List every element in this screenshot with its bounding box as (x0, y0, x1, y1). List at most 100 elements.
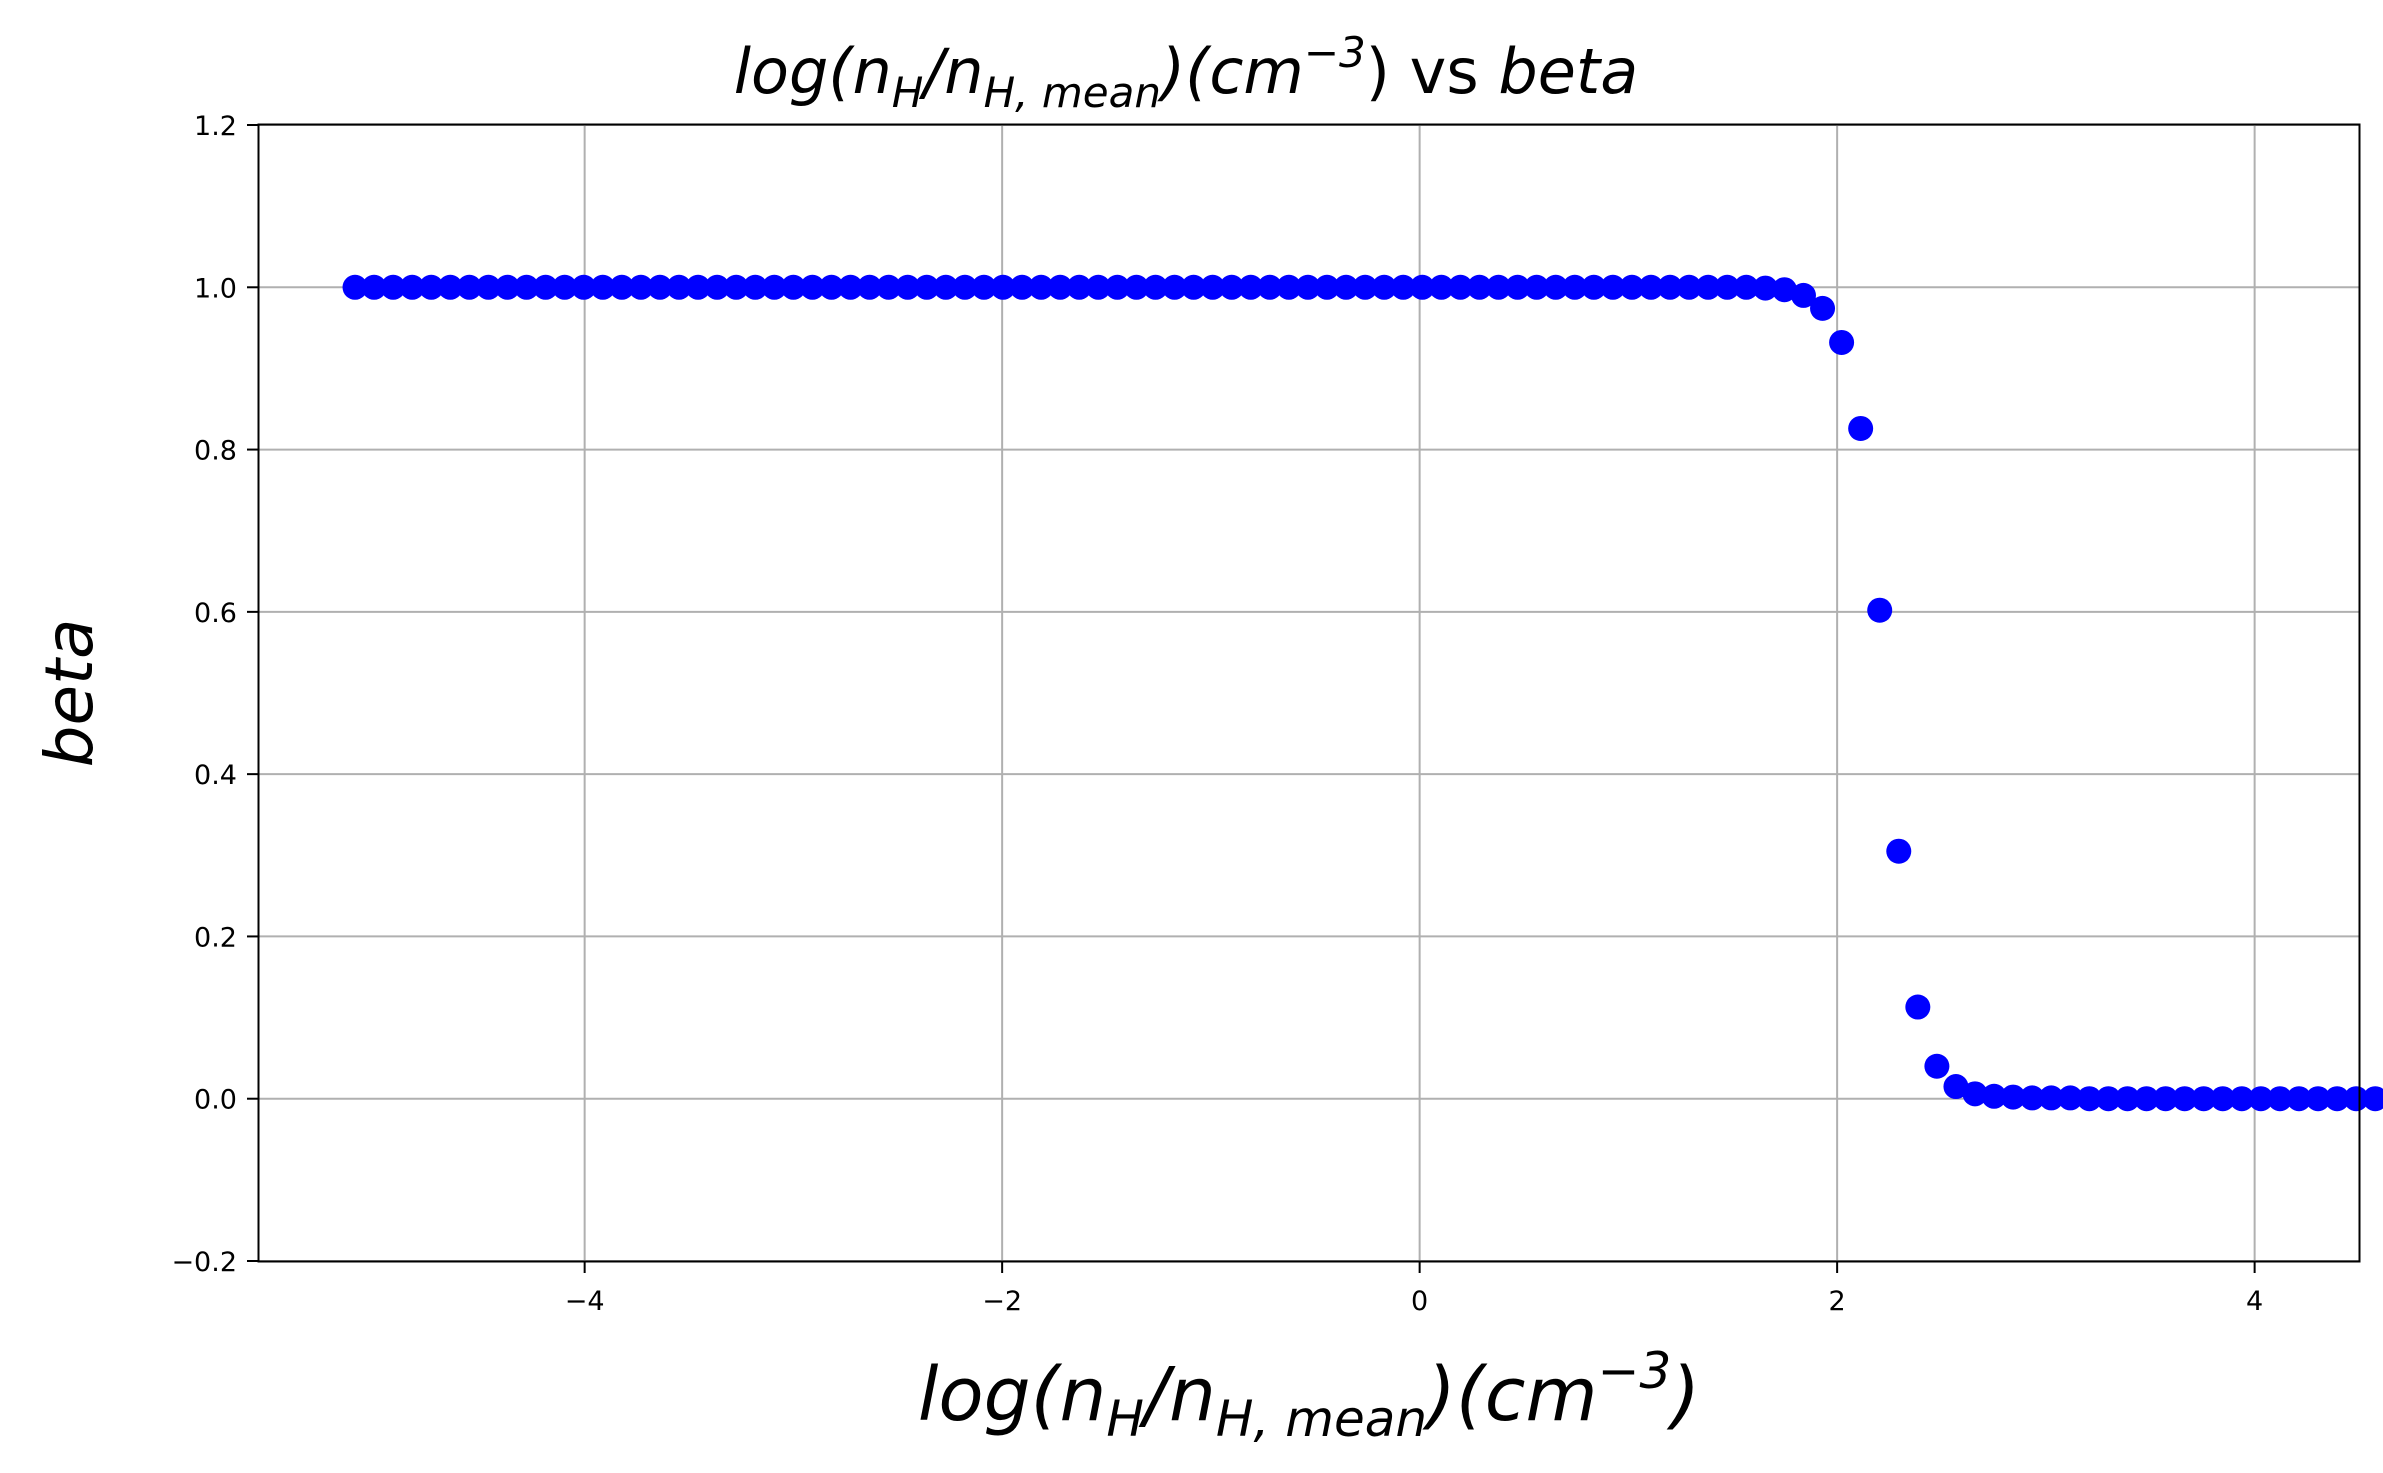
data-point (838, 274, 864, 300)
data-point (1104, 274, 1130, 300)
data-point (2267, 1086, 2293, 1112)
data-point (1714, 274, 1740, 300)
data-point (1676, 274, 1702, 300)
data-point (647, 274, 673, 300)
data-point (1848, 415, 1874, 441)
data-point (494, 274, 520, 300)
data-point (2172, 1086, 2198, 1112)
data-point (1009, 274, 1035, 300)
data-point (780, 274, 806, 300)
data-point (1390, 274, 1416, 300)
xlabel-cm: )(cm (1422, 1352, 1598, 1438)
data-point (1581, 274, 1607, 300)
data-point (952, 274, 978, 300)
axis-ticks: −4 −2 0 2 4 −0.2 0.0 0.2 0.4 0.6 0.8 1.0 1.2 (171, 111, 2263, 1317)
data-point (1886, 838, 1912, 864)
data-point (1524, 274, 1550, 300)
data-point (2095, 1086, 2121, 1112)
data-point (1771, 277, 1797, 303)
data-point (1466, 274, 1492, 300)
title-sub-hmean: H, mean (984, 68, 1161, 117)
data-point (1695, 274, 1721, 300)
data-point (2153, 1086, 2179, 1112)
data-point (1905, 994, 1931, 1020)
data-point (2019, 1085, 2045, 1111)
data-point (2210, 1086, 2236, 1112)
data-point (590, 274, 616, 300)
data-point (628, 274, 654, 300)
data-point (2324, 1086, 2350, 1112)
data-point (1752, 275, 1778, 301)
data-point (1314, 274, 1340, 300)
y-tick-label: 0.0 (194, 1085, 237, 1116)
data-point (1409, 274, 1435, 300)
data-point (1352, 274, 1378, 300)
data-point (456, 274, 482, 300)
x-tick-label: −4 (565, 1286, 605, 1317)
data-point (2134, 1086, 2160, 1112)
data-point (380, 274, 406, 300)
title-vs: vs (1390, 35, 1498, 108)
data-point (2286, 1086, 2312, 1112)
data-point (1295, 274, 1321, 300)
data-point (2305, 1086, 2331, 1112)
data-point (990, 274, 1016, 300)
title-close: ) (1366, 35, 1390, 108)
data-point (342, 274, 368, 300)
y-tick-label: 0.4 (194, 760, 237, 791)
data-point (1619, 274, 1645, 300)
data-point (1829, 329, 1855, 355)
data-point (1123, 274, 1149, 300)
data-point (475, 274, 501, 300)
title-beta: beta (1498, 35, 1638, 108)
data-point (399, 274, 425, 300)
data-point (1943, 1074, 1969, 1100)
data-point (1600, 274, 1626, 300)
x-tick-label: −2 (982, 1286, 1022, 1317)
data-point (742, 274, 768, 300)
data-point (2114, 1086, 2140, 1112)
data-point (1638, 274, 1664, 300)
data-point (2191, 1086, 2217, 1112)
x-tick-label: 4 (2246, 1286, 2263, 1317)
data-point (1447, 274, 1473, 300)
data-point (2248, 1086, 2274, 1112)
data-point (1657, 274, 1683, 300)
data-point (1085, 274, 1111, 300)
data-point (1981, 1083, 2007, 1109)
data-point (1371, 274, 1397, 300)
data-point (704, 274, 730, 300)
data-point (514, 274, 540, 300)
title-sup: −3 (1304, 28, 1366, 77)
title-sub-h: H (892, 68, 924, 117)
data-point (1028, 274, 1054, 300)
data-point (609, 274, 635, 300)
data-point (1047, 274, 1073, 300)
data-point (1924, 1053, 1950, 1079)
data-point (1142, 274, 1168, 300)
data-point (1162, 274, 1188, 300)
data-point (1181, 274, 1207, 300)
data-point (2057, 1085, 2083, 1111)
data-point (1257, 274, 1283, 300)
x-tick-label: 0 (1411, 1286, 1428, 1317)
data-point (685, 274, 711, 300)
data-point (437, 274, 463, 300)
data-point (418, 274, 444, 300)
xlabel-sup: −3 (1598, 1342, 1672, 1400)
data-point (723, 274, 749, 300)
data-point (1276, 274, 1302, 300)
y-axis-label: beta (31, 619, 108, 768)
data-point (799, 274, 825, 300)
data-point (552, 274, 578, 300)
data-point (2343, 1086, 2369, 1112)
data-point (914, 274, 940, 300)
data-point (2229, 1086, 2255, 1112)
data-point (571, 274, 597, 300)
data-point (1867, 597, 1893, 623)
data-point (761, 274, 787, 300)
plot-frame (257, 123, 2361, 1263)
data-point (818, 274, 844, 300)
y-tick-label: 0.8 (194, 436, 237, 467)
